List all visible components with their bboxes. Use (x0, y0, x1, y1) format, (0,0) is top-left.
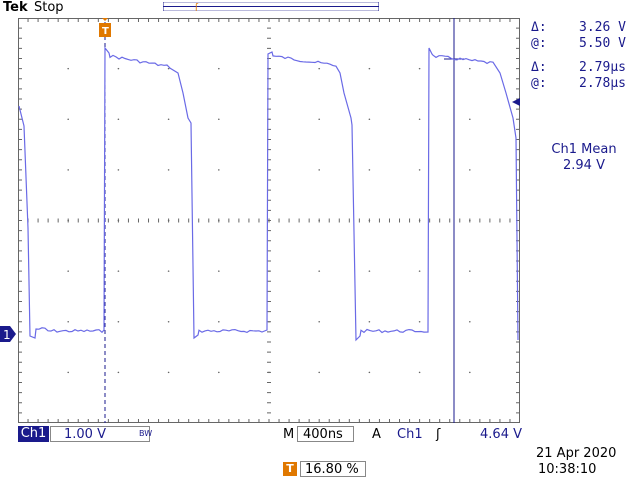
ch1-scale-box (50, 426, 150, 442)
timebase-value: 400ns (303, 427, 343, 442)
record-position-bar: ʃ (163, 2, 379, 11)
time-display: 10:38:10 (538, 462, 597, 477)
ch1-vertical-scale: 1.00 V (64, 427, 106, 442)
measurement-value: 2.94 V (563, 158, 605, 173)
graticule-grid (18, 18, 520, 423)
trigger-mode-label: A (372, 427, 381, 442)
ch1-ground-marker[interactable]: 1 (0, 326, 16, 342)
bandwidth-limit-icon: BW (139, 429, 153, 438)
ch1-channel-tag[interactable]: Ch1 (18, 426, 49, 442)
time-at-label: @: (531, 76, 547, 91)
trigger-position-icon: T (283, 462, 297, 476)
waveform-display[interactable]: T (18, 18, 520, 423)
svg-text:ʃ: ʃ (194, 3, 199, 11)
trigger-source: Ch1 (397, 427, 423, 442)
measurement-title: Ch1 Mean (551, 142, 617, 157)
time-delta-value: 2.79µs (579, 60, 626, 75)
trigger-position-box (300, 461, 366, 477)
voltage-delta-value: 3.26 V (579, 20, 626, 35)
ch1-waveform-trace (18, 46, 519, 342)
trigger-slope-icon: ʃ (436, 427, 441, 442)
voltage-delta-label: Δ: (531, 20, 547, 35)
date-display: 21 Apr 2020 (536, 446, 617, 461)
trigger-level-value: 4.64 V (480, 427, 522, 442)
trigger-marker-icon (99, 23, 111, 37)
trigger-level-arrow (512, 98, 520, 106)
main-timebase-label: M (283, 427, 295, 442)
ground-marker-number: 1 (3, 328, 11, 342)
run-state-label: Stop (34, 0, 64, 15)
voltage-at-label: @: (531, 36, 547, 51)
brand-label: Tek (3, 0, 28, 15)
trigger-position-value: 16.80 % (305, 462, 359, 477)
time-at-value: 2.78µs (579, 76, 626, 91)
voltage-at-value: 5.50 V (579, 36, 626, 51)
timebase-box (297, 426, 354, 442)
time-delta-label: Δ: (531, 60, 547, 75)
svg-text:T: T (102, 26, 109, 37)
